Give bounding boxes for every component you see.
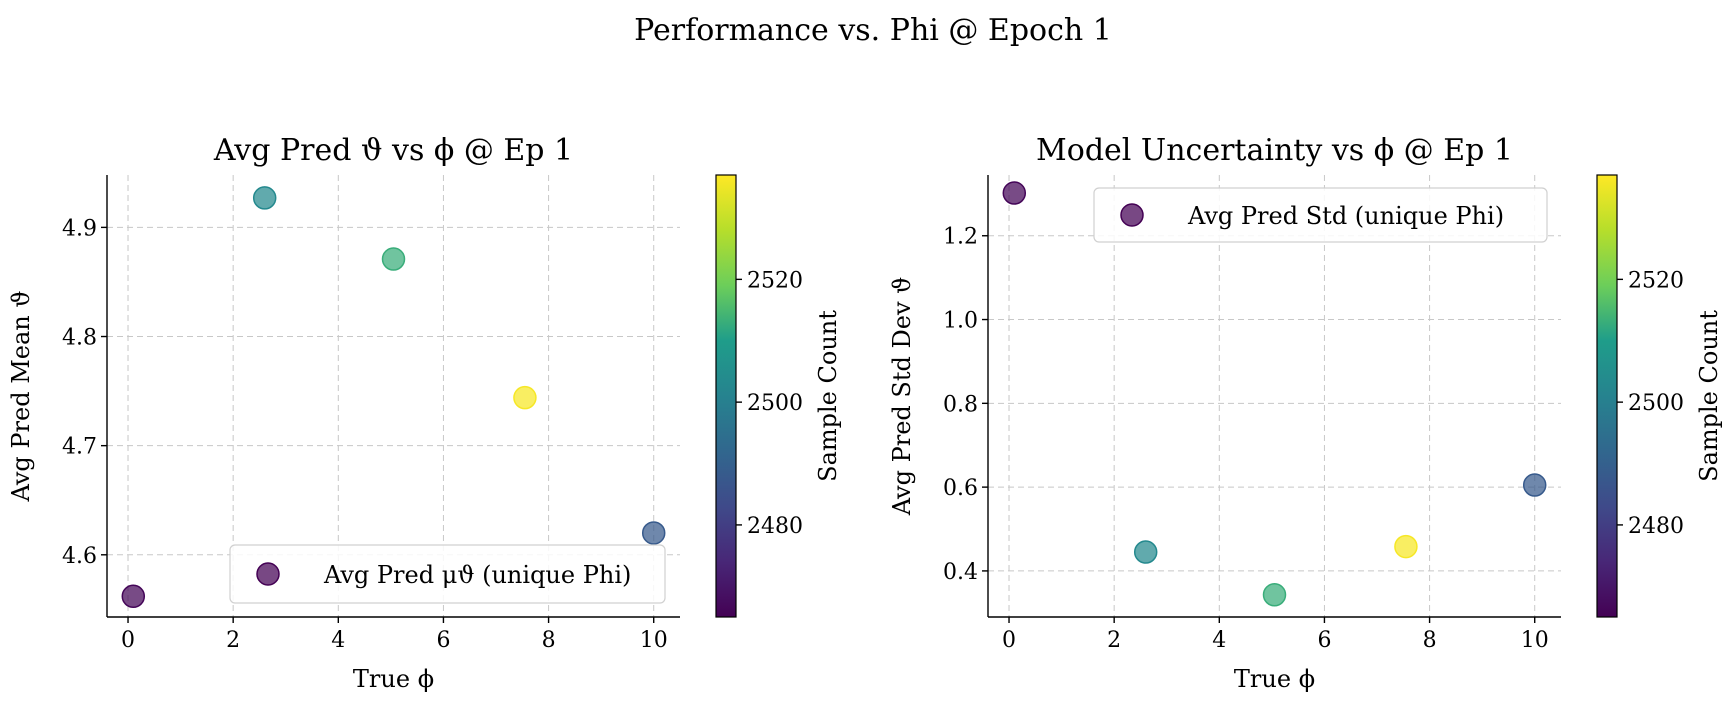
colorbar-tick-label: 2500 [1628, 391, 1684, 416]
legend-label: Avg Pred Std (unique Phi) [1187, 202, 1504, 230]
x-tick-label: 0 [1002, 628, 1016, 653]
y-tick-label: 0.4 [943, 560, 978, 585]
x-tick-label: 4 [331, 628, 345, 653]
scatter-point [641, 521, 666, 545]
figure-title: Performance vs. Phi @ Epoch 1 [634, 13, 1112, 48]
scatter-point [1394, 534, 1418, 559]
y-tick-label: 1.2 [943, 225, 978, 250]
x-tick-label: 4 [1212, 628, 1226, 653]
x-tick-label: 6 [436, 628, 450, 653]
colorbar-tick-label: 2500 [747, 391, 803, 416]
scatter-point [1002, 181, 1027, 205]
y-axis-label: Avg Pred Std Dev ϑ [888, 277, 916, 517]
x-axis-label: True ϕ [1234, 665, 1315, 693]
x-axis-label: True ϕ [353, 665, 434, 693]
x-tick-label: 0 [121, 628, 135, 653]
x-tick-label: 10 [640, 628, 668, 653]
colorbar-tick-label: 2520 [747, 268, 803, 293]
y-tick-label: 0.6 [943, 476, 978, 501]
y-tick-label: 4.7 [62, 435, 97, 460]
x-tick-label: 10 [1521, 628, 1549, 653]
panel-title: Avg Pred ϑ vs ϕ @ Ep 1 [213, 133, 573, 168]
legend-box [1093, 187, 1548, 243]
panel-title: Model Uncertainty vs ϕ @ Ep 1 [1036, 133, 1513, 168]
y-tick-label: 4.9 [62, 216, 97, 241]
y-tick-label: 1.0 [943, 309, 978, 334]
x-tick-label: 2 [1107, 628, 1121, 653]
colorbar-tick-label: 2480 [1628, 514, 1684, 539]
colorbar [715, 174, 737, 618]
x-tick-label: 2 [226, 628, 240, 653]
scatter-panel-1: 0 2 4 6 8 10 4.6 4.7 4.8 4.9 Avg Pred ϑ vs ϕ @ Ep … [7, 133, 842, 693]
y-tick-label: 4.8 [62, 326, 97, 351]
scatter-point [1522, 473, 1547, 497]
scatter-point [381, 247, 406, 271]
scatter-point [121, 584, 146, 609]
legend-marker [1120, 203, 1144, 227]
colorbar [1596, 174, 1618, 618]
legend-label: Avg Pred μϑ (unique Phi) [323, 561, 631, 589]
colorbar-tick-label: 2480 [747, 514, 803, 539]
x-tick-label: 8 [1423, 628, 1437, 653]
legend-marker [256, 562, 280, 586]
colorbar-label: Sample Count [1695, 310, 1723, 482]
scatter-panel-2: 0 2 4 6 8 10 0.4 0.6 0.8 1.0 1.2 Model Uncertainty … [888, 133, 1723, 693]
scatter-point [513, 385, 537, 410]
colorbar-tick-label: 2520 [1628, 268, 1684, 293]
scatter-point [1133, 540, 1158, 564]
legend-box [229, 544, 666, 604]
x-tick-label: 8 [542, 628, 556, 653]
y-tick-label: 4.6 [62, 544, 97, 569]
x-tick-label: 6 [1317, 628, 1331, 653]
scatter-point [252, 186, 277, 210]
colorbar-label: Sample Count [814, 310, 842, 482]
y-axis-label: Avg Pred Mean ϑ [7, 290, 35, 502]
y-tick-label: 0.8 [943, 392, 978, 417]
scatter-point [1262, 583, 1287, 607]
